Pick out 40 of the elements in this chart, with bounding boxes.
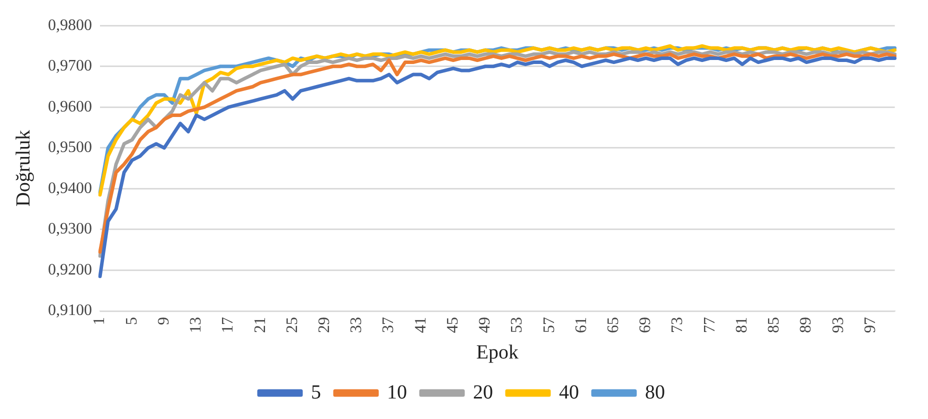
x-tick-label: 5 <box>123 317 140 325</box>
x-tick-label: 49 <box>476 317 494 333</box>
x-tick-label: 9 <box>155 317 172 325</box>
x-tick-label: 57 <box>540 317 558 333</box>
y-tick-label: 0,9600 <box>48 98 92 116</box>
x-tick-label: 53 <box>508 317 526 333</box>
x-tick-label: 97 <box>862 317 879 333</box>
x-tick-label: 17 <box>220 317 237 333</box>
y-tick-label: 0,9200 <box>48 261 92 278</box>
x-tick-label: 1 <box>91 317 108 325</box>
y-axis-title: Doğruluk <box>12 130 34 207</box>
x-tick-label: 25 <box>284 317 301 333</box>
x-axis-title: Epok <box>476 341 519 364</box>
x-tick-label: 29 <box>316 317 333 333</box>
x-tick-label: 93 <box>830 317 847 333</box>
legend-label: 5 <box>311 381 321 404</box>
legend-label: 40 <box>559 381 579 404</box>
y-tick-label: 0,9800 <box>48 16 92 34</box>
x-tick-label: 33 <box>348 317 366 333</box>
x-tick-label: 69 <box>637 317 654 333</box>
legend-label: 80 <box>645 381 665 404</box>
legend-label: 10 <box>387 381 407 404</box>
x-tick-label: 37 <box>380 317 398 333</box>
y-tick-label: 0,9400 <box>48 180 92 197</box>
x-tick-label: 77 <box>701 317 718 333</box>
x-tick-label: 65 <box>605 317 622 333</box>
x-tick-label: 41 <box>412 317 430 333</box>
x-tick-label: 81 <box>733 317 750 333</box>
y-tick-label: 0,9500 <box>48 139 92 156</box>
x-tick-label: 89 <box>798 317 815 333</box>
x-tick-label: 73 <box>669 317 686 333</box>
x-tick-label: 85 <box>766 317 783 333</box>
x-tick-label: 13 <box>188 317 205 333</box>
y-tick-label: 0,9300 <box>48 220 92 238</box>
x-tick-label: 21 <box>252 317 269 333</box>
legend-label: 20 <box>473 381 493 404</box>
x-tick-label: 45 <box>444 317 462 333</box>
y-tick-label: 0,9100 <box>48 302 92 320</box>
y-tick-label: 0,9700 <box>48 58 92 75</box>
x-tick-label: 61 <box>572 317 590 333</box>
